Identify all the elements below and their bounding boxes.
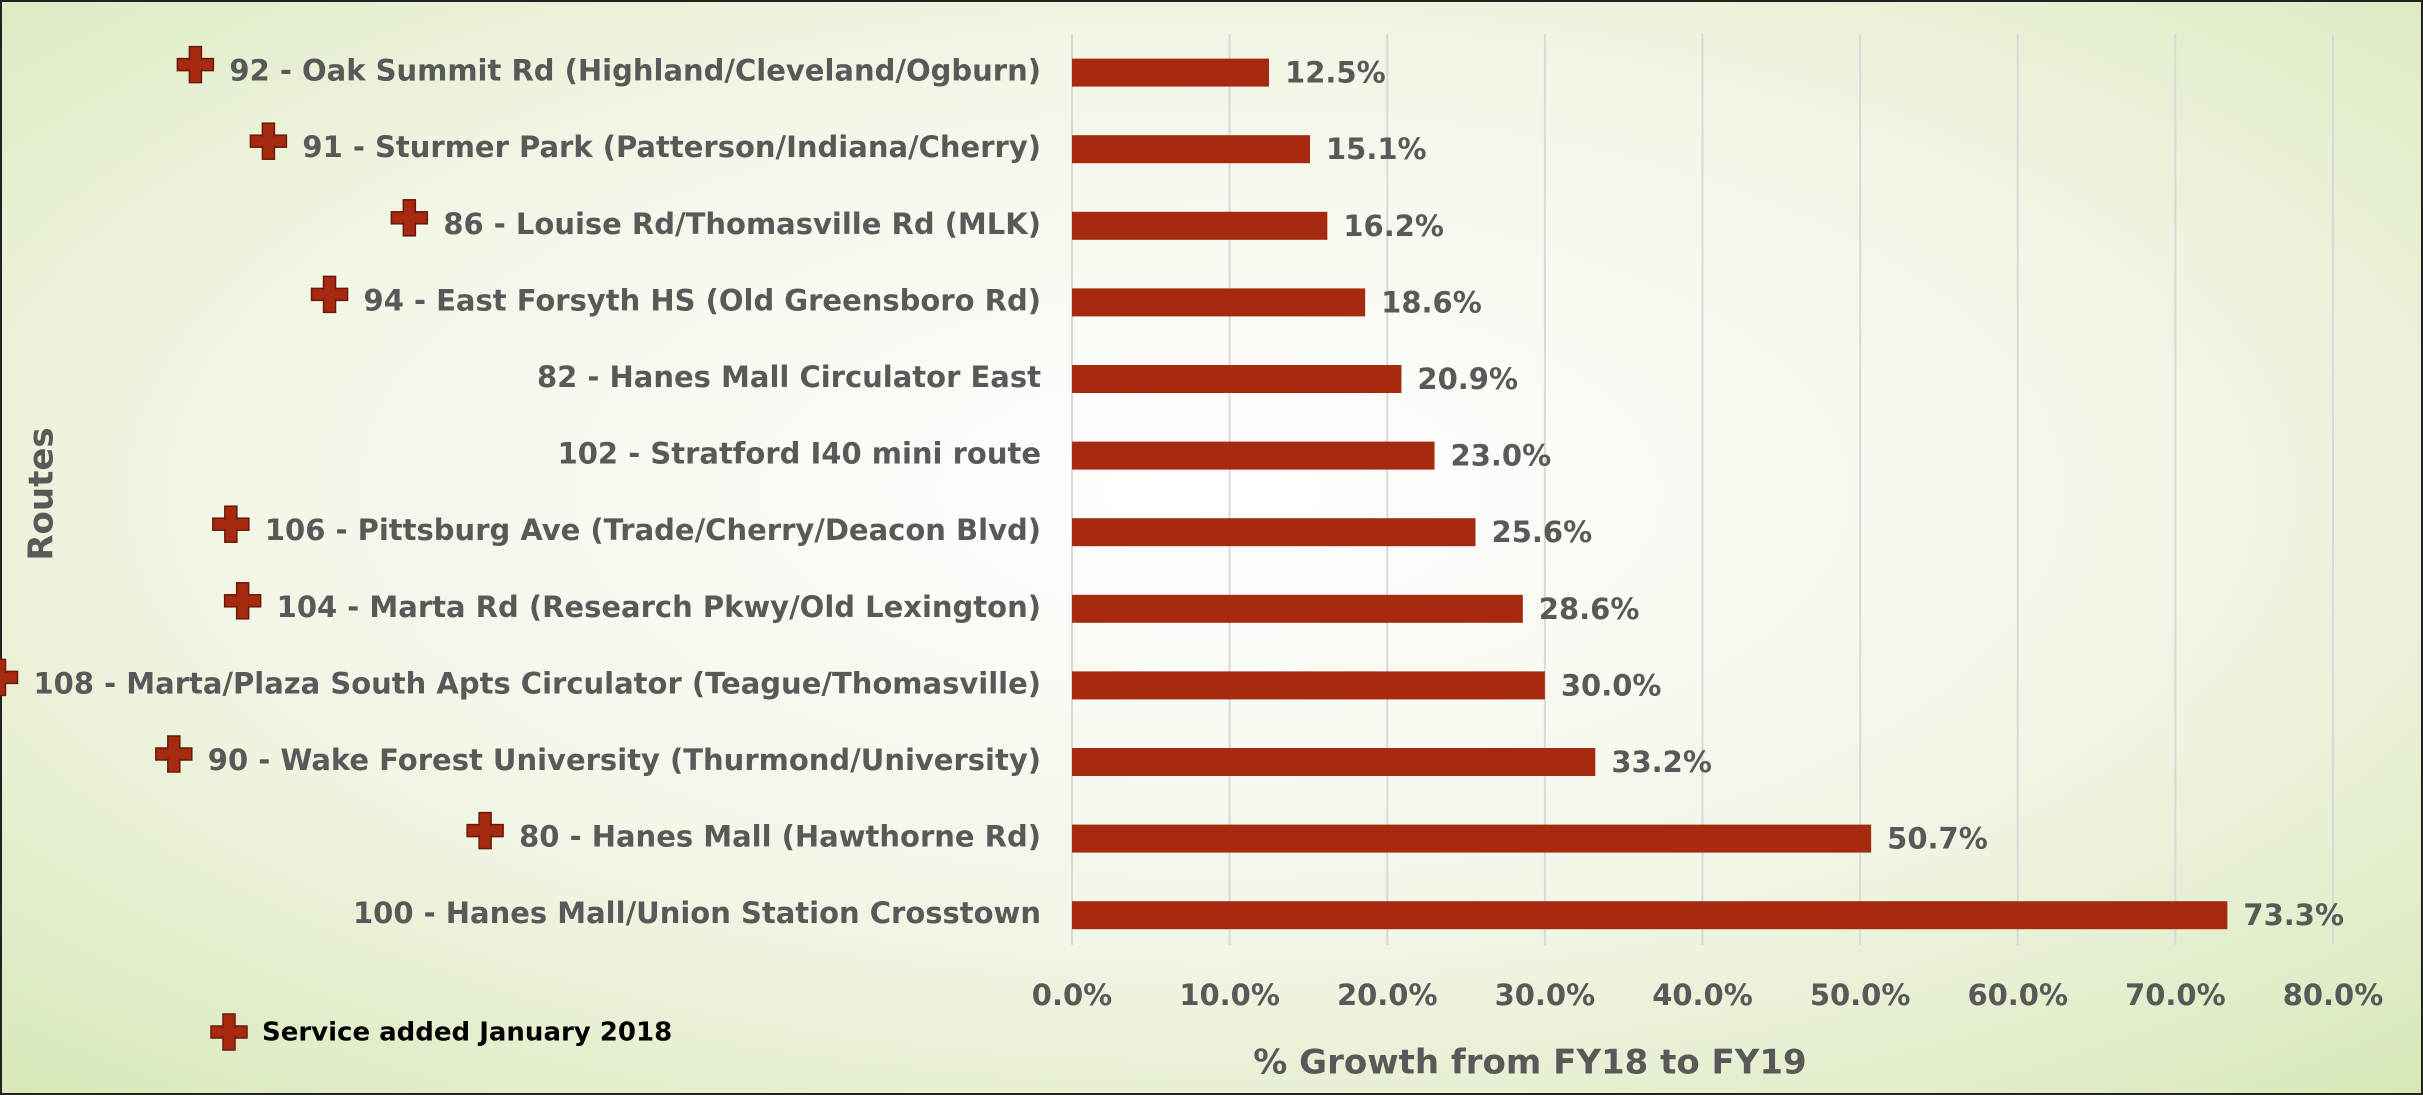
y-tick-label: 108 - Marta/Plaza South Apts Circulator … (34, 666, 1042, 700)
bar (1072, 594, 1523, 623)
y-tick-label: 102 - Stratford I40 mini route (558, 437, 1041, 471)
y-tick-label: 100 - Hanes Mall/Union Station Crosstown (353, 896, 1041, 930)
bar (1072, 671, 1545, 700)
x-tick-label: 0.0% (1032, 978, 1112, 1012)
x-tick-label: 30.0% (1495, 978, 1596, 1012)
y-tick-label: 94 - East Forsyth HS (Old Greensboro Rd) (364, 283, 1041, 317)
x-tick-label: 80.0% (2283, 978, 2384, 1012)
data-label: 15.1% (1326, 132, 1427, 166)
bar (1072, 748, 1596, 776)
data-label: 20.9% (1417, 362, 1518, 396)
y-tick-label: 90 - Wake Forest University (Thurmond/Un… (208, 743, 1041, 777)
data-label: 23.0% (1451, 439, 1552, 473)
bar (1072, 518, 1476, 547)
bar (1072, 288, 1366, 317)
bar (1072, 901, 2228, 930)
y-tick-label: 80 - Hanes Mall (Hawthorne Rd) (519, 820, 1041, 854)
x-axis-title: % Growth from FY18 to FY19 (1253, 1043, 1806, 1083)
x-tick-label: 60.0% (1967, 978, 2068, 1012)
y-tick-label: 82 - Hanes Mall Circulator East (537, 360, 1041, 394)
y-tick-label: 91 - Sturmer Park (Patterson/Indiana/Che… (302, 130, 1041, 164)
y-tick-label: 104 - Marta Rd (Research Pkwy/Old Lexing… (277, 590, 1041, 624)
legend-label: Service added January 2018 (262, 1018, 672, 1048)
y-tick-label: 106 - Pittsburg Ave (Trade/Cherry/Deacon… (265, 513, 1041, 547)
data-label: 30.0% (1561, 668, 1662, 702)
data-label: 12.5% (1285, 56, 1386, 90)
x-tick-label: 10.0% (1179, 978, 1280, 1012)
y-tick-label: 92 - Oak Summit Rd (Highland/Cleveland/O… (229, 54, 1041, 88)
data-label: 16.2% (1343, 209, 1444, 243)
data-label: 73.3% (2243, 898, 2344, 932)
bar (1072, 135, 1311, 164)
data-label: 33.2% (1611, 745, 1712, 779)
y-axis-title: Routes (22, 427, 62, 560)
x-tick-label: 20.0% (1337, 978, 1438, 1012)
x-tick-label: 70.0% (2125, 978, 2226, 1012)
bar (1072, 441, 1435, 470)
x-tick-label: 40.0% (1652, 978, 1753, 1012)
bar (1072, 211, 1328, 240)
data-label: 18.6% (1381, 285, 1482, 319)
data-label: 50.7% (1887, 822, 1988, 856)
data-label: 28.6% (1539, 592, 1640, 626)
data-label: 25.6% (1492, 515, 1593, 549)
x-tick-label: 50.0% (1810, 978, 1911, 1012)
y-tick-label: 86 - Louise Rd/Thomasville Rd (MLK) (443, 207, 1041, 241)
bar (1072, 58, 1270, 87)
bar (1072, 365, 1402, 393)
bar (1072, 824, 1872, 853)
